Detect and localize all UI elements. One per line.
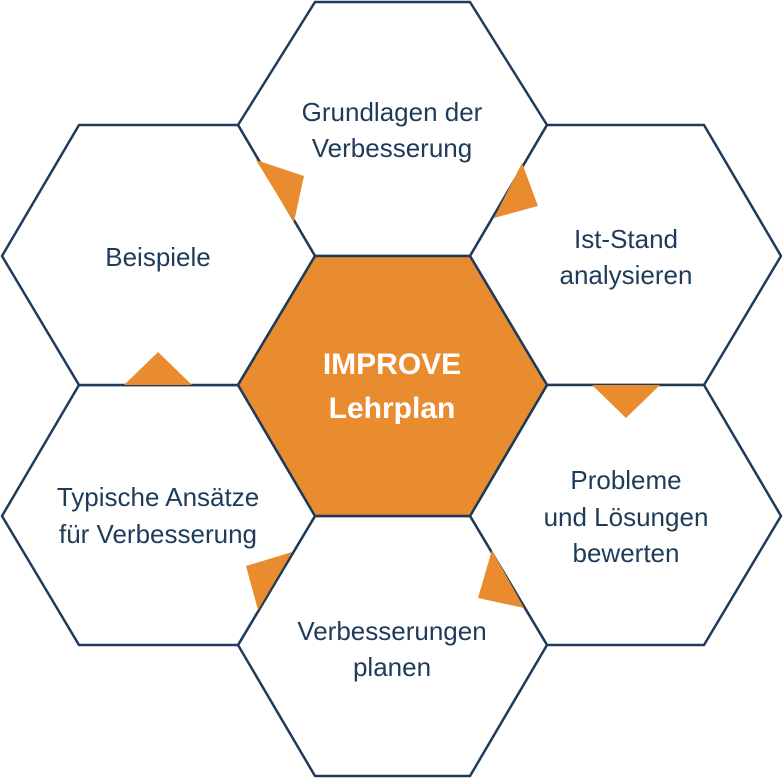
hex-center	[236, 254, 549, 518]
arrow-to-typische-ansaetze	[246, 552, 292, 610]
arrow-to-ist-stand	[494, 163, 538, 218]
center-title-line1: IMPROVE	[323, 348, 461, 381]
arrow-to-grundlagen	[256, 160, 304, 222]
step-probleme-line3: bewerten	[573, 538, 680, 568]
step-ist-stand-line2: analysieren	[560, 260, 693, 290]
step-verbesserungen-line2: planen	[353, 652, 431, 682]
step-verbesserungen-line1: Verbesserungen	[297, 616, 486, 646]
step-grundlagen-line1: Grundlagen der	[302, 97, 483, 127]
center-title-line2: Lehrplan	[329, 392, 456, 425]
arrow-to-probleme	[592, 385, 660, 418]
arrow-to-verbesserungen-planen	[478, 550, 524, 608]
step-probleme-line1: Probleme	[570, 465, 681, 495]
step-ist-stand-line1: Ist-Stand	[574, 224, 678, 254]
step-probleme-line2: und Lösungen	[544, 502, 709, 532]
step-typische-ansaetze-line1: Typische Ansätze	[57, 482, 259, 512]
arrow-to-beispiele	[124, 352, 192, 385]
step-typische-ansaetze-line2: für Verbesserung	[59, 519, 257, 549]
step-grundlagen-line2: Verbesserung	[312, 133, 472, 163]
step-beispiele: Beispiele	[105, 242, 211, 272]
